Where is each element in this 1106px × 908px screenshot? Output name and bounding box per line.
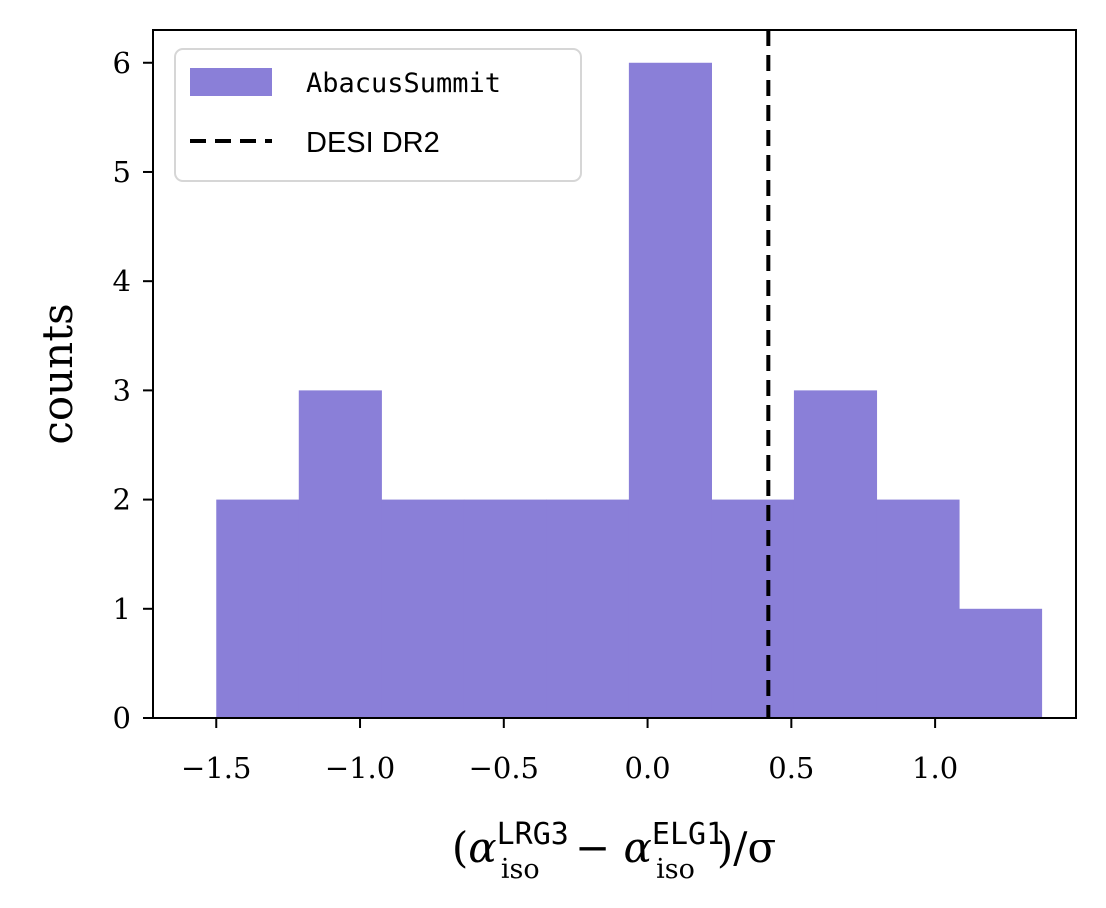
x-tick-label-6: 1.0 (912, 751, 958, 785)
y-axis-label: counts (33, 303, 82, 444)
y-tick-label-4: 3 (113, 373, 131, 407)
legend-label-abacussummit: AbacusSummit (306, 68, 501, 99)
x-axis-ticks: −1.5 −1.0 −0.5 0.0 0.5 1.0 (181, 718, 958, 785)
histogram-bar-6 (628, 62, 713, 719)
y-tick-label-5: 4 (113, 264, 131, 298)
x-axis-label-alpha-2: α (624, 823, 652, 872)
histogram-bar-5 (546, 499, 630, 718)
y-tick-label-6: 5 (113, 155, 131, 189)
legend: AbacusSummit DESI DR2 (174, 48, 582, 182)
x-tick-label-2: −1.0 (325, 751, 395, 785)
x-axis-label-minus-sign: − (575, 823, 610, 872)
x-axis-label-minus (562, 823, 575, 872)
x-axis-label-sup-lrg3: LRG3 (497, 817, 569, 852)
histogram-bar-10 (958, 608, 1043, 718)
x-tick-label-1: −1.5 (181, 751, 251, 785)
x-tick-label-4: 0.0 (625, 751, 671, 785)
y-tick-label-1: 0 (113, 701, 131, 735)
x-axis-label-close: )/σ (717, 823, 776, 872)
y-axis-ticks: 0 1 2 3 4 5 6 (113, 46, 153, 735)
histogram-bar-2 (298, 390, 382, 718)
histogram-bar-3 (381, 499, 465, 718)
x-axis-label-alpha-1: α (468, 823, 496, 872)
histogram-bars (216, 62, 1043, 719)
plot-frame (152, 29, 1077, 719)
histogram-bar-8 (793, 390, 878, 718)
legend-frame (174, 48, 582, 182)
x-axis-label-space (610, 823, 623, 872)
x-axis-label-open: ( (452, 823, 468, 872)
histogram-bar-4 (463, 499, 547, 718)
histogram-bar-7 (711, 499, 795, 718)
x-axis-label-sup-elg1: ELG1 (652, 817, 724, 852)
histogram-bar-9 (876, 499, 960, 718)
y-tick-label-7: 6 (113, 46, 131, 80)
x-tick-label-5: 0.5 (768, 751, 814, 785)
x-axis-label-sub-iso-1: iso (501, 854, 540, 885)
histogram-bar-1 (216, 499, 300, 718)
x-axis-label-sub-iso-2: iso (656, 854, 695, 885)
y-tick-label-3: 2 (113, 483, 131, 517)
legend-swatch-abacussummit (190, 68, 272, 96)
legend-label-desi-dr2: DESI DR2 (306, 127, 440, 159)
x-axis-label: (αLRG3 iso − αELG1 iso)/σ (452, 817, 776, 885)
x-tick-label-3: −0.5 (469, 751, 539, 785)
y-tick-label-2: 1 (113, 592, 131, 626)
